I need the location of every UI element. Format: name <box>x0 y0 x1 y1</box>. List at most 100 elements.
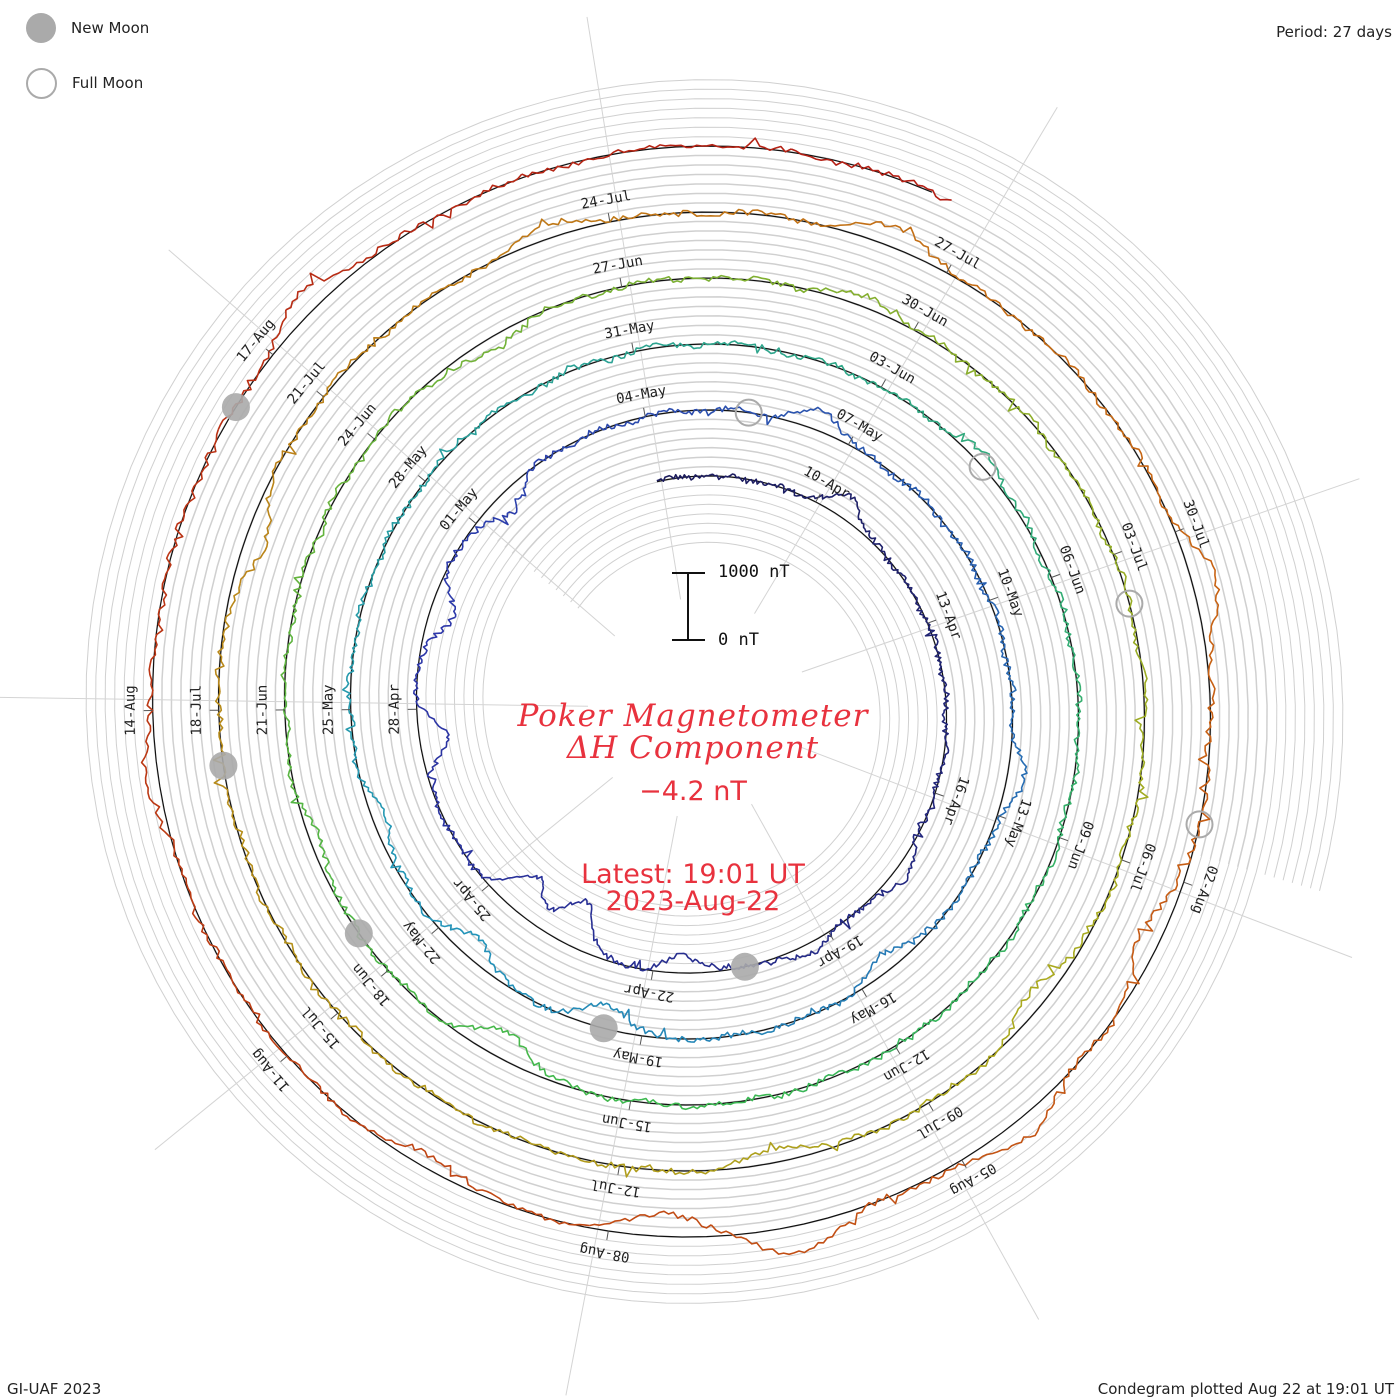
radial-spokes <box>0 16 1360 1396</box>
trace-segment <box>499 1128 603 1167</box>
full-moon-marker <box>968 452 997 481</box>
trace-segment <box>882 1000 958 1054</box>
trace-segment <box>864 528 902 574</box>
date-tick <box>631 342 634 352</box>
date-label: 30-Jun <box>899 291 951 330</box>
grid-spoke <box>565 815 678 1396</box>
grid-band <box>123 117 1306 1266</box>
date-tick <box>606 1230 609 1240</box>
trace-segment <box>626 407 698 426</box>
trace-segment <box>470 863 544 886</box>
date-label: 19-Apr <box>814 931 866 970</box>
trace-segment <box>615 1097 709 1111</box>
date-tick <box>316 390 325 398</box>
trace-segment <box>822 899 872 943</box>
trace-segment <box>941 677 950 737</box>
trace-segment <box>1116 773 1149 877</box>
trace-segment <box>790 148 924 187</box>
trace-segment <box>699 340 788 358</box>
trace-segment <box>272 1041 365 1128</box>
chart-subtitle: ΔH Component <box>566 730 820 766</box>
new-moon-marker <box>730 952 759 981</box>
date-tick <box>946 264 952 273</box>
trace-segment <box>1191 545 1221 666</box>
trace-segment <box>271 380 334 478</box>
date-tick <box>989 596 999 601</box>
grid-band <box>104 98 1325 1285</box>
trace-segment <box>870 854 916 901</box>
full-moon-marker <box>734 398 763 427</box>
date-tick <box>880 379 887 388</box>
date-tick <box>894 1045 901 1055</box>
trace-segment <box>521 144 656 178</box>
trace-segment <box>330 877 377 962</box>
trace-segment <box>1015 848 1060 933</box>
trace-segment <box>168 429 220 555</box>
trace-segment <box>370 506 411 583</box>
trace-segment <box>840 433 899 483</box>
trace-segment <box>383 366 462 428</box>
trace-segment <box>531 1060 617 1102</box>
trace-segment <box>636 274 738 283</box>
trace-segment <box>285 233 401 311</box>
trace-segment <box>817 492 866 530</box>
new-moon-marker <box>209 751 238 780</box>
new-moon-marker <box>344 919 373 948</box>
date-label: 22-May <box>399 918 444 967</box>
date-label: 03-Jul <box>1118 521 1151 574</box>
date-label: 25-May <box>321 684 337 735</box>
date-tick <box>481 884 490 892</box>
date-tick <box>1051 573 1060 578</box>
trace-segment <box>462 391 536 440</box>
trace-segment <box>787 353 873 385</box>
trace-segment <box>472 1186 590 1227</box>
trace-segment <box>932 735 950 796</box>
date-tick <box>997 814 1006 819</box>
date-tick <box>961 1159 967 1169</box>
trace-segment <box>813 1110 914 1152</box>
date-tick <box>847 436 854 445</box>
footer-timestamp: Condegram plotted Aug 22 at 19:01 UT <box>1097 1380 1394 1398</box>
trace-segment <box>1057 757 1080 850</box>
new-moon-marker <box>589 1014 618 1043</box>
new-moon-marker <box>221 393 250 422</box>
trace-segment <box>148 553 172 686</box>
trace-segment <box>986 597 1012 671</box>
trace-segment <box>621 1008 698 1043</box>
trace-segment <box>696 405 768 425</box>
trace-segment <box>540 885 593 916</box>
trace-segment <box>905 890 964 945</box>
trace-segment <box>1050 1005 1121 1109</box>
trace-segment <box>514 449 563 505</box>
trace-segment <box>533 355 615 393</box>
date-label: 14-Aug <box>123 685 139 736</box>
trace-segment <box>1008 496 1051 579</box>
trace-segment <box>282 694 296 791</box>
date-tick <box>1175 528 1184 533</box>
latest-time: Latest: 19:01 UT <box>581 859 805 890</box>
date-label: 19-May <box>612 1045 665 1069</box>
trace-segment <box>443 546 464 618</box>
trace-segment <box>351 747 389 825</box>
date-label: 12-Jul <box>589 1176 642 1200</box>
date-tick <box>468 517 477 524</box>
date-tick <box>1183 881 1193 886</box>
date-tick <box>417 475 426 482</box>
date-label: 31-May <box>603 318 656 343</box>
trace-segment <box>627 208 744 220</box>
trace-segment <box>226 802 269 908</box>
trace-segment <box>742 209 861 227</box>
trace-segment <box>900 572 929 624</box>
date-label: 15-Jun <box>601 1110 654 1134</box>
trace-segment <box>326 998 405 1078</box>
trace-segment <box>539 1001 623 1014</box>
trace-segment <box>1047 578 1076 667</box>
grid-spoke <box>754 106 1058 614</box>
grid-band <box>85 79 1344 1304</box>
trace-segment <box>484 944 540 1009</box>
trace-segment <box>426 738 450 809</box>
trace-segment <box>290 789 332 878</box>
trace-segment <box>1054 352 1132 444</box>
grid-spoke <box>800 746 1353 958</box>
